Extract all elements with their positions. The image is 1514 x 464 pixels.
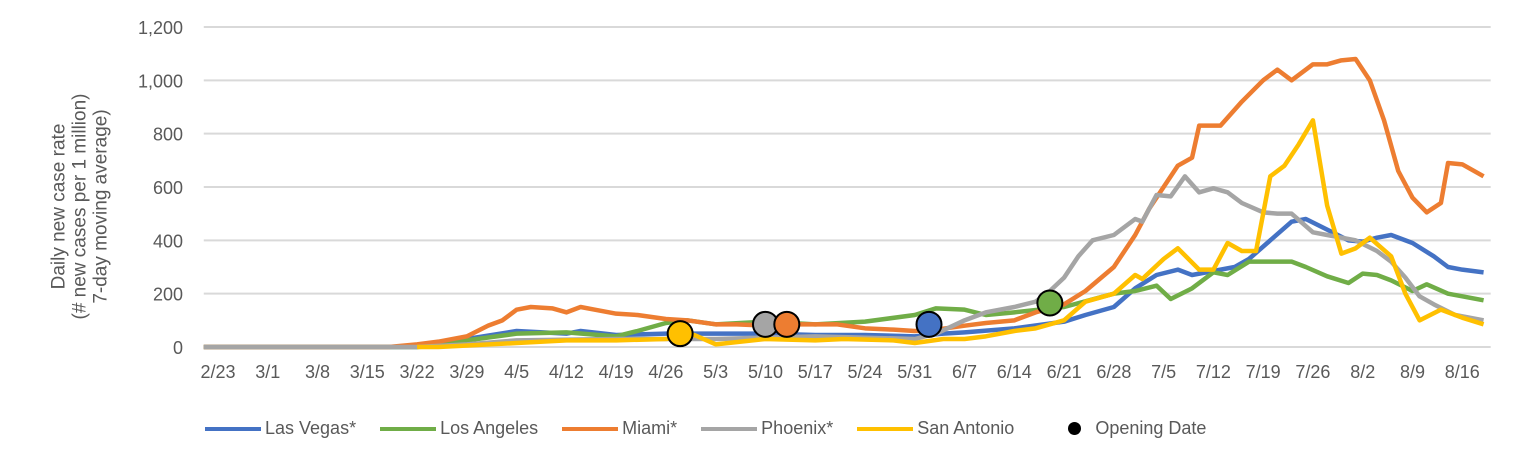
x-tick-label: 5/31 — [897, 362, 932, 382]
x-tick-label: 7/5 — [1151, 362, 1176, 382]
x-tick-label: 4/19 — [599, 362, 634, 382]
y-tick-label: 600 — [153, 178, 183, 198]
x-tick-label: 7/19 — [1246, 362, 1281, 382]
series-line-miami — [203, 56, 1485, 350]
x-tick-label: 4/12 — [549, 362, 584, 382]
legend-item-las-vegas: Las Vegas* — [205, 418, 356, 439]
legend-swatch — [701, 426, 758, 431]
x-tick-label: 8/9 — [1400, 362, 1425, 382]
legend-label: Miami* — [622, 418, 678, 438]
y-tick-label: 1,200 — [138, 18, 183, 38]
x-tick-label: 2/23 — [200, 362, 235, 382]
y-axis-title-line: Daily new case rate — [48, 123, 70, 290]
legend-swatch — [205, 426, 261, 431]
legend-label: Los Angeles — [440, 418, 539, 438]
series-line-las-vegas — [203, 216, 1484, 350]
x-tick-label: 6/28 — [1096, 362, 1131, 382]
y-tick-label: 800 — [153, 125, 183, 145]
y-tick-label: 400 — [153, 231, 183, 251]
x-tick-label: 6/14 — [997, 362, 1032, 382]
legend-swatch — [562, 426, 619, 431]
x-tick-label: 3/22 — [400, 362, 435, 382]
legend-swatch — [380, 426, 437, 431]
legend-item-opening-date: Opening Date — [1038, 418, 1206, 439]
x-tick-label: 5/10 — [748, 362, 783, 382]
x-tick-label: 5/17 — [798, 362, 833, 382]
legend-item-miami: Miami* — [562, 418, 677, 439]
legend-label: Las Vegas* — [265, 418, 357, 438]
x-tick-label: 4/26 — [648, 362, 683, 382]
x-tick-label: 3/29 — [449, 362, 484, 382]
legend-item-los-angeles: Los Angeles — [380, 418, 538, 439]
y-axis-title-line: (# new cases per 1 million) — [69, 93, 91, 320]
x-tick-label: 6/21 — [1047, 362, 1082, 382]
x-tick-label: 8/16 — [1445, 362, 1480, 382]
x-tick-label: 7/26 — [1295, 362, 1330, 382]
y-tick-label: 0 — [173, 338, 183, 358]
opening-date-marker — [666, 320, 694, 348]
legend-label: San Antonio — [917, 418, 1015, 438]
legend-item-phoenix: Phoenix* — [701, 418, 833, 439]
legend-item-san-antonio: San Antonio — [857, 418, 1014, 439]
x-tick-label: 8/2 — [1350, 362, 1375, 382]
x-tick-label: 6/7 — [952, 362, 977, 382]
legend-label: Phoenix* — [761, 418, 834, 438]
opening-date-marker — [773, 310, 801, 338]
opening-date-marker-icon — [1068, 422, 1082, 435]
legend-swatch — [857, 426, 914, 431]
x-tick-label: 3/1 — [255, 362, 280, 382]
y-axis-title-line: 7-day moving average) — [90, 109, 112, 304]
opening-date-marker — [915, 310, 943, 338]
x-tick-label: 3/15 — [350, 362, 385, 382]
legend-label: Opening Date — [1095, 418, 1207, 438]
x-tick-label: 3/8 — [305, 362, 330, 382]
x-tick-label: 5/24 — [847, 362, 882, 382]
x-tick-label: 7/12 — [1196, 362, 1231, 382]
opening-date-marker — [1036, 289, 1064, 317]
y-tick-label: 1,000 — [138, 71, 183, 91]
x-tick-label: 4/5 — [504, 362, 529, 382]
y-axis-title: Daily new case rate (# new cases per 1 m… — [49, 67, 112, 347]
x-tick-label: 5/3 — [703, 362, 728, 382]
y-tick-label: 200 — [153, 285, 183, 305]
series-line-san-antonio — [417, 118, 1485, 350]
legend: Las Vegas* Los Angeles Miami* Phoenix* S… — [205, 418, 1230, 439]
